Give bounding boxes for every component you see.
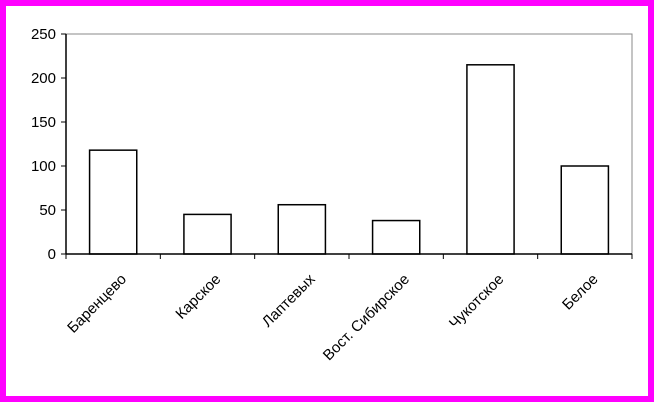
x-category-label: Баренцево [64, 271, 130, 337]
bar-5 [466, 64, 515, 255]
y-tick-label: 100 [31, 158, 56, 175]
x-category-label: Чукотское [446, 271, 507, 332]
bar-chart: 0 50 100 150 200 250 Баренцево Карское Лаптевых… [31, 26, 633, 364]
x-axis: Баренцево Карское Лаптевых Вост. Сибирское Ч… [64, 254, 633, 364]
bar-4 [371, 219, 421, 255]
y-axis: 0 50 100 150 200 250 [31, 26, 66, 263]
y-tick-label: 50 [39, 202, 56, 219]
plot-area [65, 33, 633, 255]
bar-6 [560, 165, 610, 255]
y-tick-label: 250 [31, 26, 56, 43]
bar-3 [277, 203, 327, 255]
x-category-label: Лаптевых [259, 270, 319, 330]
y-tick-label: 150 [31, 114, 56, 131]
y-tick-label: 0 [48, 246, 56, 263]
bars [88, 64, 610, 255]
x-category-label: Карское [172, 271, 224, 323]
chart-frame: 0 50 100 150 200 250 Баренцево Карское Лаптевых… [6, 6, 648, 396]
y-tick-label: 200 [31, 70, 56, 87]
bar-2 [183, 213, 232, 255]
bar-1 [88, 149, 138, 255]
x-category-label: Вост. Сибирское [320, 271, 413, 364]
x-category-label: Белое [559, 271, 602, 314]
